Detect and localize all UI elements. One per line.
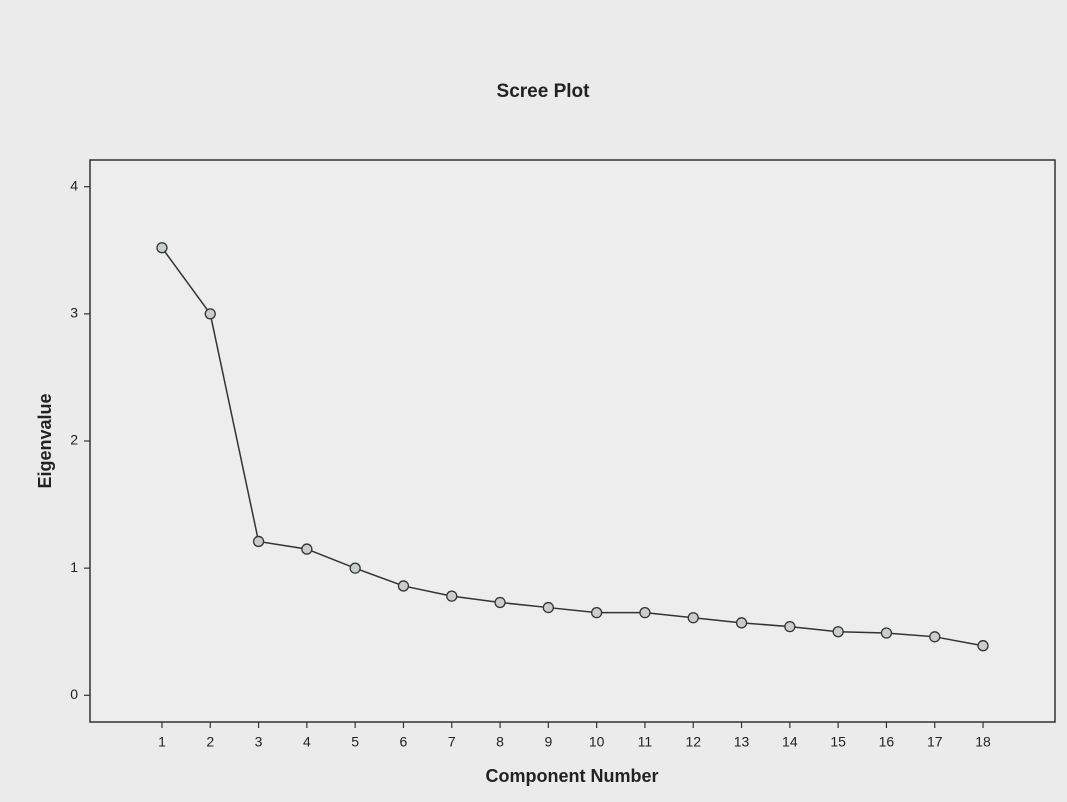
x-tick-label: 17: [927, 734, 943, 750]
x-tick-label: 15: [830, 734, 846, 750]
point: [590, 607, 603, 619]
x-tick-label: 7: [448, 734, 456, 750]
point: [494, 596, 506, 609]
x-tick-label: 6: [400, 734, 408, 750]
series-line: [161, 247, 984, 647]
plot-area: [89, 159, 1056, 723]
x-tick-label: 16: [879, 734, 895, 750]
x-tick-label: 5: [351, 734, 359, 750]
y-tick-label: 4: [70, 177, 78, 193]
x-tick-label: 13: [734, 734, 750, 750]
point: [252, 535, 265, 548]
y-tick-label: 3: [70, 305, 78, 321]
point: [542, 601, 555, 614]
point: [880, 627, 893, 639]
x-tick-label: 18: [975, 734, 991, 750]
y-axis-label: Eigenvalue: [35, 393, 55, 488]
x-tick-label: 9: [544, 734, 552, 750]
y-tick-label: 0: [70, 686, 78, 702]
point: [784, 620, 796, 633]
point: [639, 607, 651, 619]
point: [204, 308, 216, 320]
x-tick-label: 1: [158, 734, 166, 750]
x-tick-label: 8: [496, 734, 504, 750]
point: [687, 612, 699, 624]
x-tick-label: 2: [206, 734, 214, 750]
point: [349, 562, 361, 574]
point: [156, 242, 168, 254]
x-tick-label: 3: [255, 734, 263, 750]
chart-title: Scree Plot: [497, 81, 591, 102]
point: [397, 580, 410, 592]
x-tick-label: 14: [782, 734, 798, 750]
x-tick-label: 11: [638, 734, 653, 750]
point: [929, 631, 941, 643]
x-tick-label: 4: [303, 734, 311, 750]
point: [446, 590, 458, 602]
point: [735, 617, 748, 629]
point: [832, 626, 844, 638]
point: [301, 543, 313, 555]
y-tick-label: 2: [70, 432, 78, 448]
y-tick-label: 1: [70, 559, 78, 575]
x-tick-label: 12: [685, 734, 701, 750]
point: [977, 640, 989, 652]
x-axis-label: Component Number: [486, 766, 659, 786]
x-tick-label: 10: [589, 734, 605, 750]
